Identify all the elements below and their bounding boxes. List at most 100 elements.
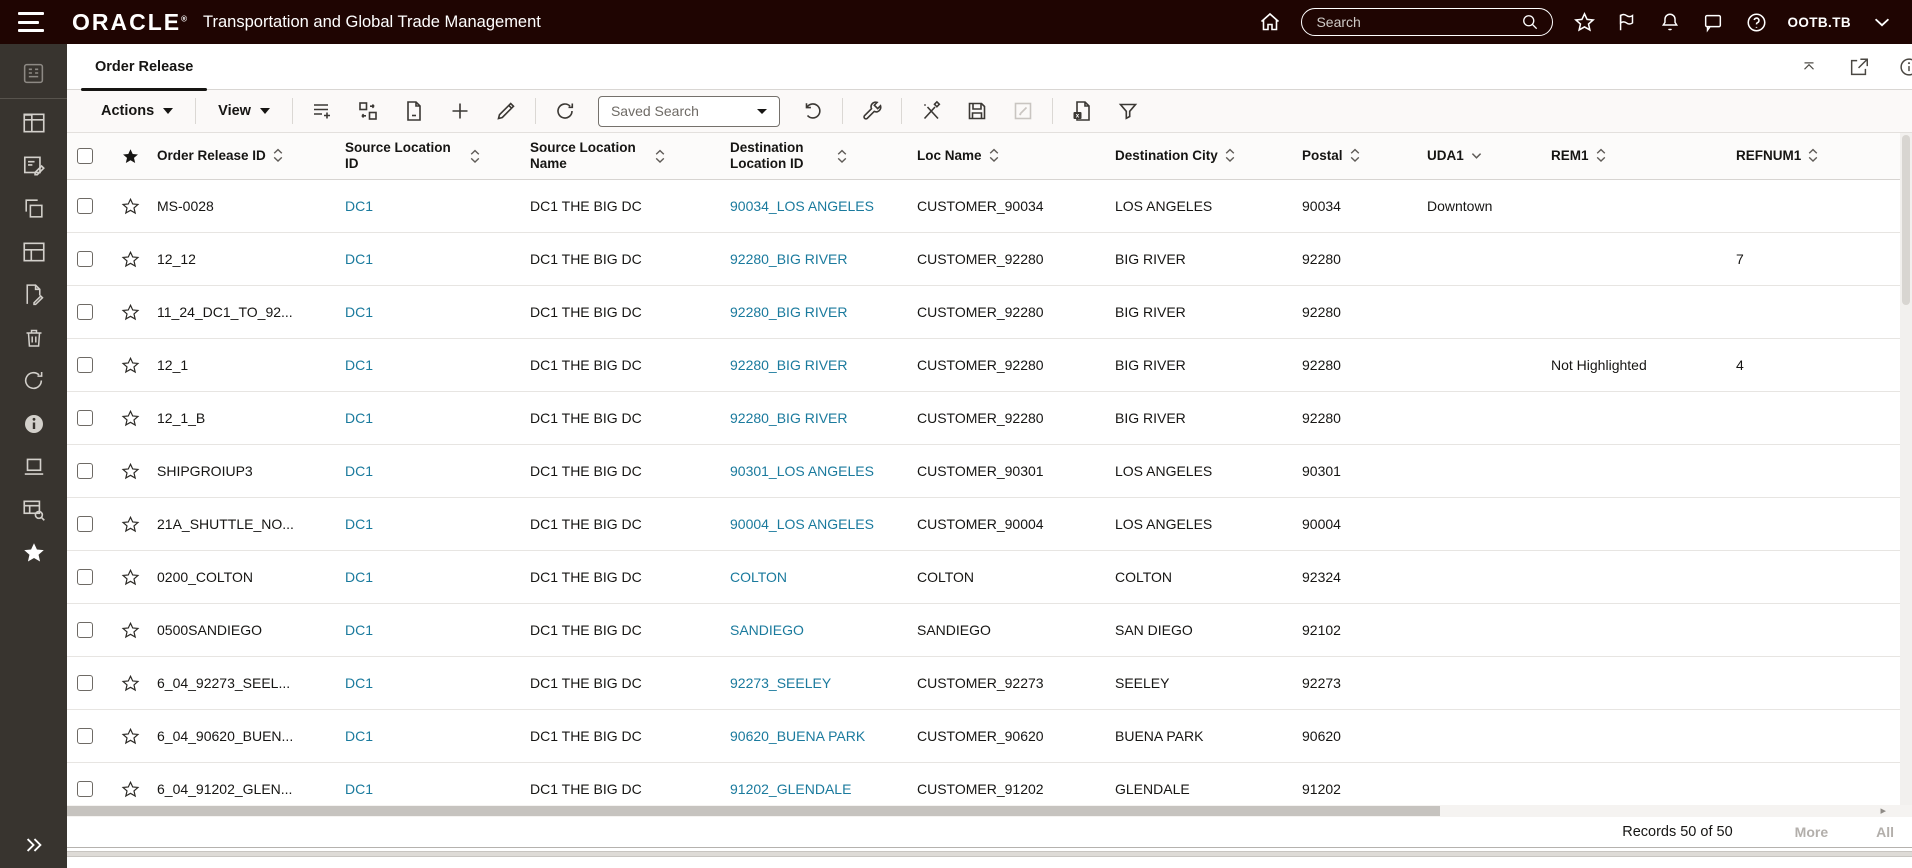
expand-double-chevron-icon[interactable] [0,834,67,856]
column-header-destination-location-id[interactable]: Destination Location ID [730,140,917,171]
workbench-icon[interactable] [0,101,67,144]
tab-order-release[interactable]: Order Release [81,44,208,91]
star-outline-icon[interactable] [120,196,140,216]
star-outline-icon[interactable] [120,514,140,534]
sort-updown-icon[interactable] [989,148,999,163]
list-add-icon[interactable] [299,90,345,133]
view-button[interactable]: View [202,90,286,133]
column-header-postal[interactable]: Postal [1302,148,1427,164]
link-src_loc_id[interactable]: DC1 [345,357,374,373]
trash-icon[interactable] [0,316,67,359]
sort-updown-icon[interactable] [655,149,665,164]
checkbox[interactable] [77,675,93,691]
vertical-scrollbar[interactable] [1900,133,1912,805]
hamburger-menu-icon[interactable] [18,12,44,32]
link-dest_loc_id[interactable]: 92280_BIG RIVER [730,410,848,426]
sort-updown-icon[interactable] [1225,148,1235,163]
document-edit-icon[interactable] [0,273,67,316]
user-menu-label[interactable]: OOTB.TB [1787,14,1851,30]
link-src_loc_id[interactable]: DC1 [345,304,374,320]
link-src_loc_id[interactable]: DC1 [345,675,374,691]
info-circle-icon[interactable] [1896,54,1912,80]
favorite-column-header[interactable] [113,146,157,166]
link-dest_loc_id[interactable]: 90301_LOS ANGELES [730,463,874,479]
link-dest_loc_id[interactable]: 92280_BIG RIVER [730,251,848,267]
horizontal-scrollbar[interactable]: ▸ [67,805,1912,817]
saved-search-dropdown[interactable]: Saved Search [597,95,780,127]
select-all-checkbox[interactable] [67,148,113,164]
sort-updown-icon[interactable] [1808,148,1818,163]
link-src_loc_id[interactable]: DC1 [345,781,374,797]
checkbox[interactable] [77,728,93,744]
checkbox[interactable] [77,251,93,267]
checkbox[interactable] [77,463,93,479]
link-dest_loc_id[interactable]: 90004_LOS ANGELES [730,516,874,532]
column-header-rem1[interactable]: REM1 [1551,148,1736,164]
refresh-icon[interactable] [0,359,67,402]
link-src_loc_id[interactable]: DC1 [345,251,374,267]
search-icon[interactable] [1518,10,1542,34]
info-icon[interactable] [0,402,67,445]
checkbox[interactable] [77,357,93,373]
plus-icon[interactable] [437,90,483,133]
favorites-star-icon[interactable] [0,531,67,574]
link-src_loc_id[interactable]: DC1 [345,728,374,744]
chevron-down-icon[interactable] [1471,152,1482,160]
column-header-refnum1[interactable]: REFNUM1 [1736,148,1900,164]
checkbox[interactable] [77,569,93,585]
flag-icon[interactable] [1615,10,1639,34]
checkbox[interactable] [77,622,93,638]
star-outline-icon[interactable] [120,620,140,640]
link-src_loc_id[interactable]: DC1 [345,516,374,532]
actions-button[interactable]: Actions [85,90,189,133]
open-window-icon[interactable] [1846,54,1872,80]
save-icon[interactable] [954,90,1000,133]
column-header-order-release-id[interactable]: Order Release ID [157,148,345,164]
springboard-icon[interactable] [0,52,67,95]
link-dest_loc_id[interactable]: 90034_LOS ANGELES [730,198,874,214]
table-search-icon[interactable] [0,488,67,531]
sort-updown-icon[interactable] [273,148,283,163]
column-header-loc-name[interactable]: Loc Name [917,148,1115,164]
refresh-icon[interactable] [790,90,836,133]
wrench-icon[interactable] [849,90,895,133]
all-button[interactable]: All [1876,824,1894,840]
star-outline-icon[interactable] [120,726,140,746]
link-dest_loc_id[interactable]: SANDIEGO [730,622,804,638]
star-outline-icon[interactable] [120,408,140,428]
search-input[interactable] [1316,14,1519,30]
sort-updown-icon[interactable] [1350,148,1360,163]
more-button[interactable]: More [1794,824,1829,840]
horizontal-scrollbar-thumb[interactable] [67,806,1440,816]
pencil-icon[interactable] [483,90,529,133]
column-header-source-location-id[interactable]: Source Location ID [345,140,530,171]
swap-columns-icon[interactable] [345,90,391,133]
link-dest_loc_id[interactable]: 90620_BUENA PARK [730,728,866,744]
checkbox[interactable] [77,304,93,320]
sort-updown-icon[interactable] [837,149,847,164]
star-outline-icon[interactable] [120,461,140,481]
checkbox[interactable] [77,781,93,797]
new-page-icon[interactable] [391,90,437,133]
checkbox[interactable] [77,410,93,426]
checkbox[interactable] [77,198,93,214]
link-dest_loc_id[interactable]: 92280_BIG RIVER [730,357,848,373]
star-outline-icon[interactable] [120,249,140,269]
star-outline-icon[interactable] [120,673,140,693]
screen-layout-icon[interactable] [0,230,67,273]
star-outline-icon[interactable] [120,779,140,799]
reload-icon[interactable] [542,90,588,133]
export-excel-icon[interactable]: x [1059,90,1105,133]
star-outline-icon[interactable] [120,355,140,375]
order-entry-icon[interactable] [0,144,67,187]
unmatch-icon[interactable] [908,90,954,133]
sort-updown-icon[interactable] [470,149,480,164]
messages-icon[interactable] [1701,10,1725,34]
star-outline-icon[interactable] [120,567,140,587]
workstation-icon[interactable] [0,445,67,488]
link-dest_loc_id[interactable]: 91202_GLENDALE [730,781,852,797]
chevron-down-icon[interactable] [1870,10,1894,34]
column-header-source-location-name[interactable]: Source Location Name [530,140,730,171]
chevron-up-icon[interactable] [1796,54,1822,80]
column-header-destination-city[interactable]: Destination City [1115,148,1302,164]
